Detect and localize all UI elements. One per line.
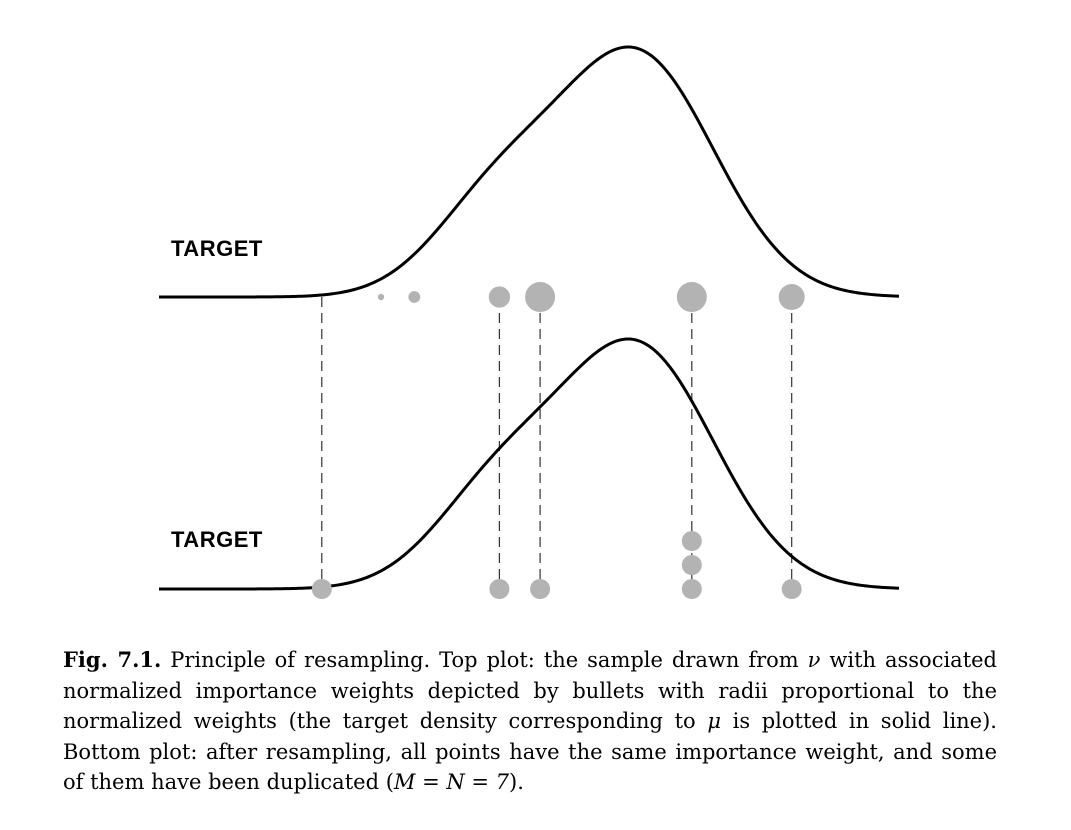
panel-label-top: TARGET: [171, 236, 263, 261]
target-density-curve-top: [159, 45, 900, 299]
target-density-curve-bottom: [159, 337, 900, 591]
figure-caption: Fig. 7.1. Principle of resampling. Top p…: [63, 645, 997, 798]
panel-label-bottom: TARGET: [171, 527, 263, 552]
math-mu: μ: [707, 709, 721, 733]
figure-canvas: [159, 45, 900, 599]
weighted-sample-bullet: [525, 282, 556, 312]
resampled-point-bullet: [681, 555, 702, 575]
weighted-sample-bullet: [778, 283, 805, 311]
caption-text-3: is plotted in solid line). Bottom plot: …: [63, 709, 997, 794]
resampled-point-bullet: [489, 579, 510, 599]
weighted-sample-bullet: [408, 291, 421, 303]
figure-number: Fig. 7.1.: [63, 647, 162, 672]
weighted-samples-top: [377, 282, 805, 312]
weighted-sample-bullet: [676, 282, 707, 312]
weighted-sample-bullet: [377, 293, 385, 301]
caption-text-4: ).: [509, 770, 524, 794]
resampled-point-bullet: [681, 579, 702, 599]
dashed-connectors: [321, 297, 793, 589]
resampling-figure: TARGET TARGET: [159, 45, 900, 599]
resampled-point-bullet: [781, 579, 802, 599]
math-nu: ν: [807, 648, 821, 672]
math-equation: M = N = 7: [393, 770, 510, 794]
caption-text-1: Principle of resampling. Top plot: the s…: [161, 648, 808, 672]
weighted-sample-bullet: [488, 286, 511, 308]
resampled-point-bullet: [681, 531, 702, 551]
resampled-point-bullet: [530, 579, 551, 599]
caption-text-2: with associated normalized importance we…: [63, 648, 997, 733]
resampled-points-bottom: [311, 531, 802, 599]
resampled-point-bullet: [311, 579, 332, 599]
